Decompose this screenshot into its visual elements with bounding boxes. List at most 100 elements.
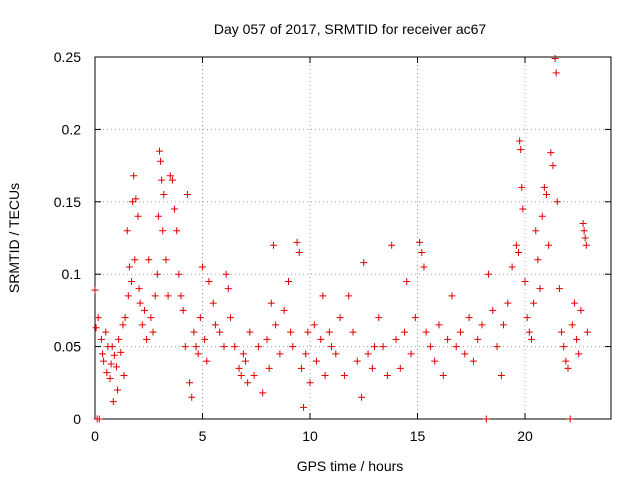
- data-point: [153, 270, 161, 278]
- data-point: [519, 205, 527, 213]
- data-point: [562, 357, 570, 365]
- y-tick-label: 0.05: [54, 339, 81, 355]
- chart-title: Day 057 of 2017, SRMTID for receiver ac6…: [214, 21, 487, 37]
- data-point: [119, 321, 127, 329]
- data-point: [250, 372, 258, 380]
- data-point: [168, 176, 176, 184]
- data-point: [183, 191, 191, 199]
- data-point: [244, 379, 252, 387]
- data-point: [120, 372, 128, 380]
- data-point: [407, 350, 415, 358]
- data-point: [123, 227, 131, 235]
- data-point: [527, 335, 535, 343]
- data-point: [431, 357, 439, 365]
- x-tick-label: 10: [302, 428, 318, 444]
- data-point: [560, 343, 568, 351]
- data-point: [401, 328, 409, 336]
- data-point: [145, 256, 153, 264]
- data-point: [242, 357, 249, 365]
- data-point: [138, 321, 146, 329]
- data-point: [551, 54, 559, 62]
- data-point: [358, 393, 366, 401]
- y-axis-label: SRMTID / TECUs: [6, 183, 22, 293]
- x-tick-label: 5: [199, 428, 207, 444]
- data-point: [375, 314, 383, 322]
- data-point: [140, 306, 148, 314]
- data-point: [549, 162, 557, 170]
- data-point: [461, 350, 469, 358]
- y-tick-label: 0.25: [54, 49, 81, 65]
- data-point: [181, 343, 189, 351]
- data-point: [360, 259, 368, 267]
- data-point: [297, 364, 305, 372]
- data-point: [345, 292, 353, 300]
- data-point: [474, 335, 482, 343]
- data-point: [285, 277, 292, 285]
- data-point: [577, 306, 585, 314]
- data-point: [199, 263, 206, 271]
- data-point: [489, 306, 497, 314]
- data-point: [231, 343, 239, 351]
- data-point: [570, 299, 578, 307]
- data-point: [575, 350, 583, 358]
- data-point: [100, 357, 108, 365]
- data-point: [159, 227, 167, 235]
- grid-lines: [95, 57, 611, 419]
- data-point: [543, 191, 550, 199]
- x-axis-label: GPS time / hours: [297, 458, 404, 474]
- data-point: [171, 205, 179, 213]
- data-point: [319, 292, 327, 300]
- data-point: [136, 299, 144, 307]
- data-point: [211, 321, 219, 329]
- data-point: [151, 292, 159, 300]
- data-point: [521, 277, 529, 285]
- data-point: [482, 415, 490, 423]
- data-point: [306, 379, 314, 387]
- data-point: [186, 379, 194, 387]
- data-point: [583, 328, 591, 336]
- data-point: [106, 374, 114, 382]
- data-point: [581, 234, 589, 242]
- data-point: [582, 241, 590, 249]
- data-point: [328, 343, 335, 351]
- data-point: [194, 350, 202, 358]
- data-point: [403, 277, 411, 285]
- data-point: [222, 270, 230, 278]
- data-point: [353, 357, 361, 365]
- data-point: [280, 306, 288, 314]
- data-point: [175, 270, 183, 278]
- data-point: [368, 364, 376, 372]
- axis-ticks: 0 0.05 0.1 0.15 0.2 0.25 0 5 10 15 20: [54, 49, 611, 444]
- data-point: [515, 248, 523, 256]
- data-point: [129, 198, 137, 206]
- data-point: [312, 357, 320, 365]
- data-point: [254, 343, 262, 351]
- data-point: [325, 328, 333, 336]
- data-point: [536, 285, 544, 293]
- data-point: [532, 227, 540, 235]
- data-point: [512, 241, 520, 249]
- data-point: [134, 212, 142, 220]
- data-point: [547, 149, 555, 157]
- data-point: [293, 238, 301, 246]
- data-point: [224, 285, 232, 293]
- data-points: [91, 54, 591, 423]
- data-point: [188, 393, 196, 401]
- data-point: [516, 137, 524, 145]
- data-point: [508, 263, 516, 271]
- data-point: [534, 256, 542, 264]
- data-point: [117, 348, 125, 356]
- data-point: [269, 241, 277, 249]
- data-point: [396, 364, 404, 372]
- data-point: [110, 351, 118, 359]
- data-point: [130, 172, 138, 180]
- data-point: [267, 299, 275, 307]
- data-point: [553, 198, 561, 206]
- data-point: [289, 343, 297, 351]
- data-point: [216, 328, 224, 336]
- data-point: [259, 389, 267, 397]
- data-point: [121, 314, 129, 322]
- data-point: [457, 328, 464, 336]
- data-point: [540, 183, 548, 191]
- data-point: [177, 292, 185, 300]
